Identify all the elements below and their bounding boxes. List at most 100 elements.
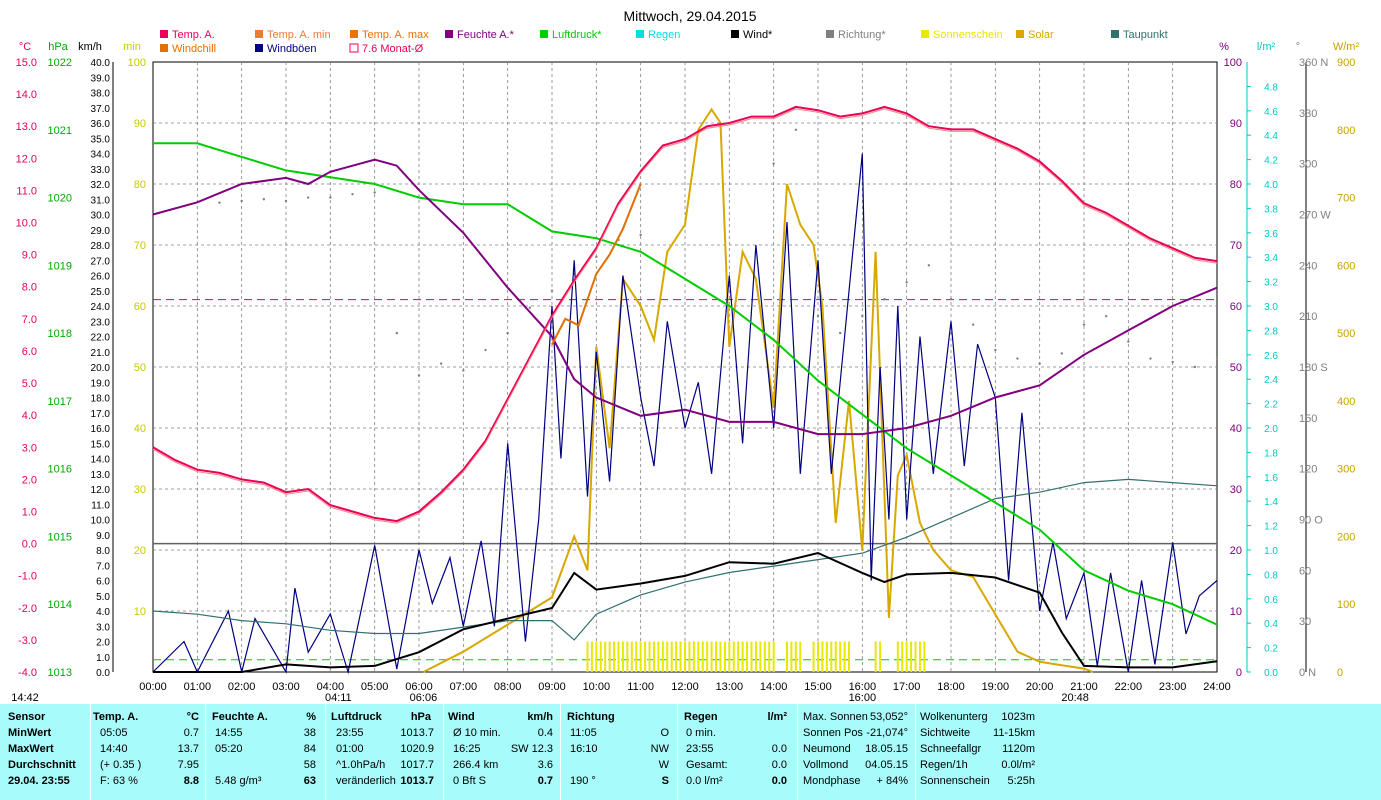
temp-tick-label: 1.0 [22, 506, 37, 518]
stats-dir-label: 11:05 [570, 727, 597, 739]
wind-tick-label: 26.0 [91, 272, 111, 283]
rain-tick-label: 1.0 [1264, 546, 1278, 557]
direction-tick-label: 360 N [1299, 57, 1328, 69]
stats-dir-label: 16:10 [570, 743, 598, 755]
direction-point [994, 348, 997, 352]
axis-unit: W/m² [1333, 41, 1360, 53]
series-line-feuchte-a- [152, 158, 1218, 436]
astro-value: 1023m [1001, 711, 1035, 723]
astro-label: Neumond [803, 743, 851, 755]
stats-temp-value: 7.95 [177, 759, 199, 771]
stats-header: Feuchte A. [212, 711, 268, 723]
wind-tick-label: 2.0 [96, 638, 110, 649]
direction-point [373, 191, 376, 194]
sun-tick-label: 50 [134, 362, 146, 374]
temp-tick-label: 12.0 [16, 153, 37, 165]
humidity-tick-label: 50 [1230, 362, 1242, 374]
stats-temp-value: 13.7 [177, 743, 199, 755]
stats-dir-label: 190 ° [570, 775, 596, 787]
sun-tick-label: 70 [134, 240, 146, 252]
temp-tick-label: 9.0 [22, 250, 37, 262]
direction-point [905, 281, 908, 284]
wind-tick-label: 29.0 [91, 226, 111, 237]
stats-header: Sensor [8, 711, 46, 723]
x-tick-label: 19:00 [982, 681, 1010, 693]
pressure-tick-label: 1016 [48, 464, 72, 476]
x-tick-label: 00:00 [139, 681, 167, 693]
pressure-tick-label: 1015 [48, 531, 72, 543]
legend-swatch [255, 30, 263, 38]
humidity-tick-label: 80 [1230, 179, 1242, 191]
direction-point [816, 314, 820, 318]
direction-point [462, 369, 465, 372]
direction-point [949, 298, 953, 301]
wind-tick-label: 37.0 [91, 104, 111, 115]
stats-row-label: MinWert [8, 727, 52, 739]
legend-label: Sonnenschein [933, 29, 1003, 41]
x-tick-label: 03:00 [272, 681, 300, 693]
temp-tick-label: 4.0 [22, 410, 37, 422]
series-line-wind- [153, 551, 1218, 673]
rain-tick-label: 3.8 [1264, 204, 1278, 215]
stats-rain-value: 0.0 [771, 743, 787, 755]
rain-tick-label: 4.0 [1264, 180, 1278, 191]
astro-value: -21,074° [866, 727, 908, 739]
stats-rain-label: 0.0 l/m² [686, 775, 723, 787]
panel-separator [205, 704, 206, 800]
humidity-tick-label: 40 [1230, 423, 1242, 435]
chart-title: Mittwoch, 29.04.2015 [623, 8, 756, 24]
stats-hum-label: 5.48 g/m³ [215, 775, 262, 787]
stats-header: l/m² [767, 711, 787, 723]
wind-tick-label: 20.0 [91, 363, 111, 374]
legend-swatch [826, 30, 834, 38]
stats-panel: Sensor Temp. A. °C Feuchte A.% Luftdruck hPa W… [0, 704, 1381, 800]
astro-value: 1120m [1002, 743, 1035, 755]
direction-point [595, 255, 598, 259]
legend-label: Windböen [267, 43, 317, 55]
stats-press-label: 23:55 [336, 727, 364, 739]
astro-label: Vollmond [803, 759, 849, 771]
direction-point [927, 264, 931, 267]
legend-label: Regen [648, 29, 680, 41]
axis-unit: hPa [48, 41, 68, 53]
legend-label: Temp. A. max [362, 29, 429, 41]
solar-tick-label: 500 [1337, 328, 1355, 340]
astro-value: 5:25h [1007, 775, 1035, 787]
legend-swatch [160, 30, 168, 38]
legend-label: Windchill [172, 43, 216, 55]
astro-label: Regen/1h [920, 759, 968, 771]
stats-hum-value: 58 [303, 759, 316, 771]
humidity-tick-label: 0 [1236, 667, 1242, 679]
temp-tick-label: -3.0 [18, 635, 37, 647]
stats-header: Luftdruck [331, 711, 382, 723]
stats-hum-value: 84 [303, 743, 316, 755]
legend-label: Temp. A. [172, 29, 215, 41]
temp-tick-label: 7.0 [22, 314, 37, 326]
wind-tick-label: 8.0 [96, 546, 110, 557]
x-tick-label: 24:00 [1203, 681, 1231, 693]
temp-tick-label: 10.0 [16, 218, 37, 230]
stats-hum-value: 63 [303, 775, 316, 787]
legend-swatch [1111, 30, 1119, 38]
solar-tick-label: 0 [1337, 667, 1343, 679]
rain-tick-label: 0.2 [1264, 644, 1278, 655]
stats-temp-value: 8.8 [183, 775, 199, 787]
temp-tick-label: 14.0 [16, 89, 37, 101]
wind-tick-label: 13.0 [91, 470, 111, 481]
pressure-tick-label: 1014 [48, 599, 72, 611]
direction-tick-label: 150 [1299, 413, 1317, 425]
pressure-tick-label: 1020 [48, 193, 72, 205]
event-label: 16:00 [849, 692, 877, 704]
direction-tick-label: 180 S [1299, 362, 1328, 374]
x-tick-label: 11:00 [627, 681, 654, 693]
direction-point [1082, 323, 1086, 326]
sun-tick-label: 90 [134, 118, 146, 130]
legend-swatch [160, 44, 168, 52]
wind-tick-label: 1.0 [96, 653, 110, 664]
astro-label: Max. Sonnen [803, 711, 868, 723]
temp-tick-label: 2.0 [22, 474, 37, 486]
rain-tick-label: 2.4 [1264, 375, 1278, 386]
x-tick-label: 21:00 [1070, 681, 1098, 693]
direction-tick-label: 30 [1299, 616, 1311, 628]
stats-row-label: Durchschnitt [8, 759, 76, 771]
